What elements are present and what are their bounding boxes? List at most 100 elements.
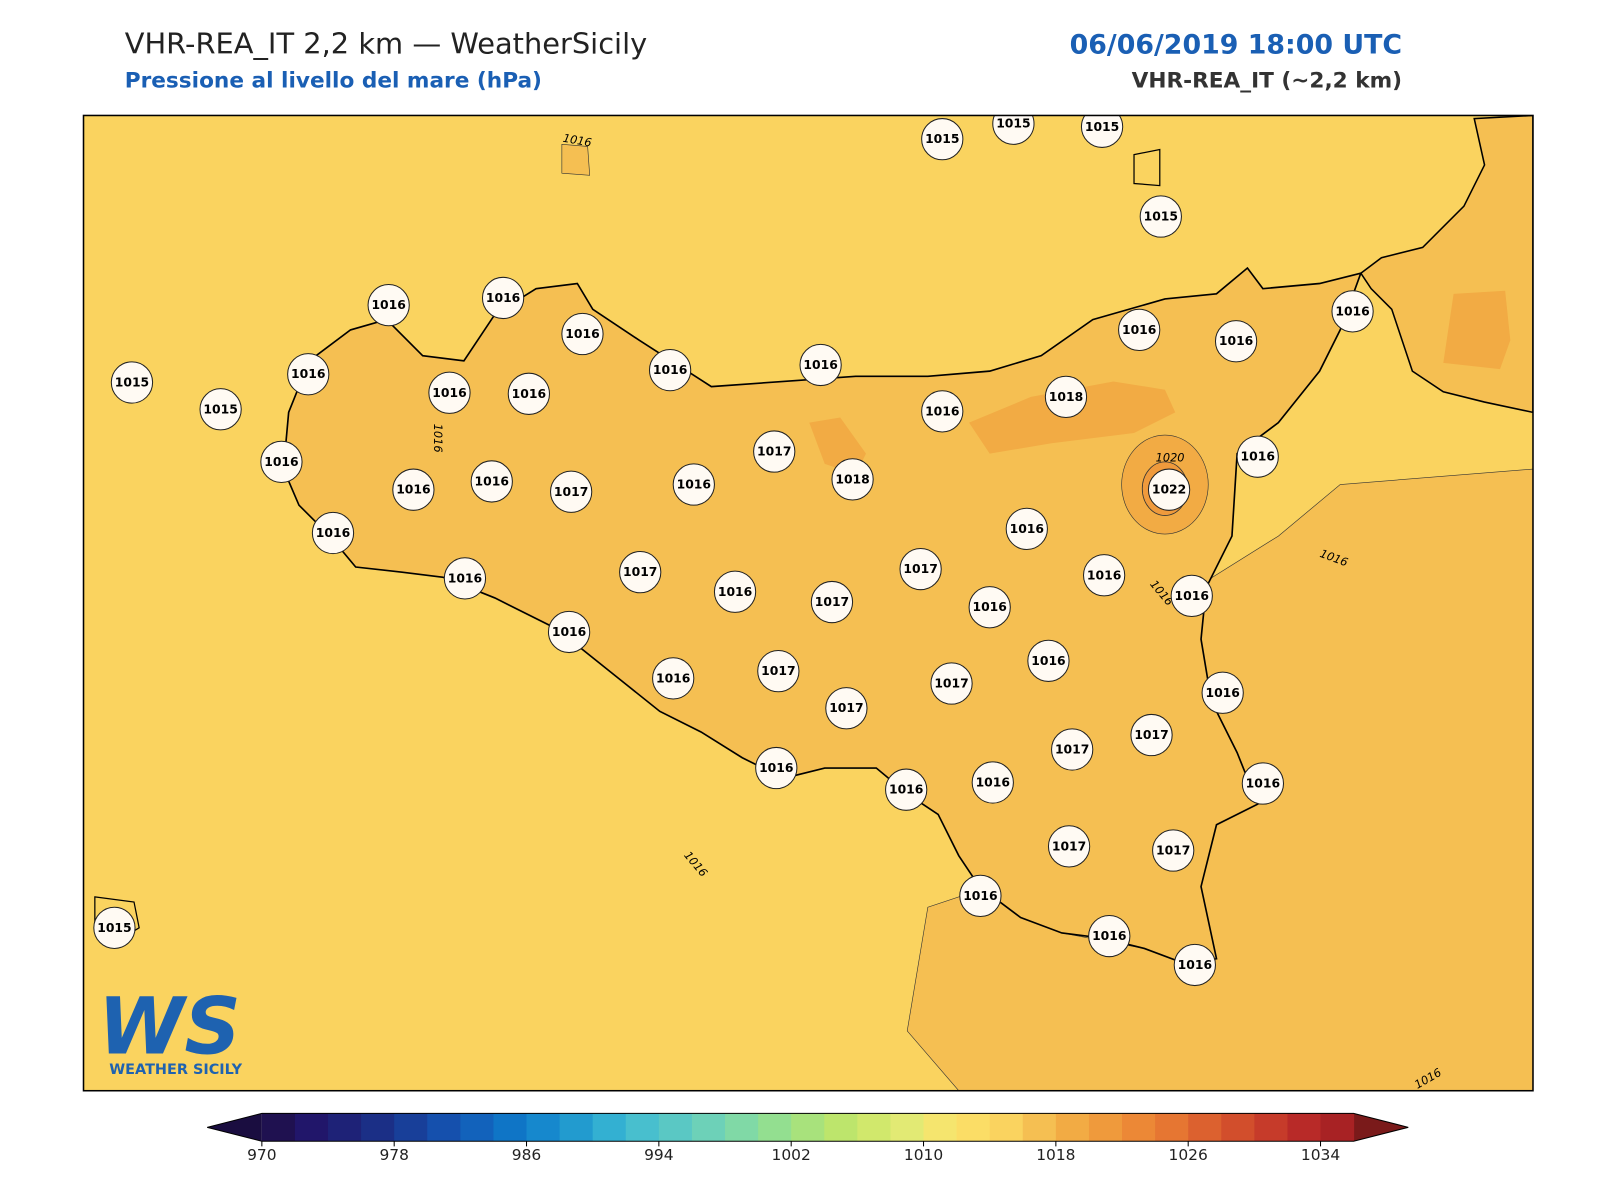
station-value: 1016 [759, 761, 793, 775]
station-marker [260, 440, 303, 483]
station-marker [971, 761, 1014, 804]
station-value: 1016 [976, 775, 1010, 789]
station-value: 1016 [925, 404, 959, 418]
contour-area [969, 381, 1176, 454]
station-value: 1018 [1049, 390, 1083, 404]
colorbar-bin [1122, 1113, 1156, 1142]
station-marker [825, 687, 868, 730]
colorbar-bin [328, 1113, 362, 1142]
colorbar-bin [1088, 1113, 1123, 1142]
station-value: 1016 [1031, 654, 1065, 668]
station-marker [1214, 320, 1258, 363]
colorbar-tick-label: 1002 [772, 1146, 811, 1164]
station-value: 1017 [1055, 742, 1089, 756]
contour-label: 1016 [431, 424, 445, 453]
station-value: 1017 [1156, 844, 1190, 858]
station-marker [831, 458, 874, 501]
colorbar-bin [394, 1113, 428, 1142]
station-marker [1130, 713, 1173, 757]
colorbar-bin [989, 1113, 1024, 1142]
station-value: 1015 [97, 921, 131, 935]
colorbar-bin [460, 1113, 494, 1142]
station-marker [1201, 671, 1244, 714]
station-marker [713, 570, 757, 613]
colorbar-bin [1320, 1113, 1355, 1142]
station-value: 1016 [803, 358, 837, 372]
title: VHR-REA_IT 2,2 km — WeatherSicily [125, 27, 647, 61]
station-marker [992, 115, 1035, 145]
station-value: 1017 [1134, 728, 1168, 742]
station-marker [367, 284, 410, 327]
station-value: 1016 [291, 367, 325, 381]
station-value: 1017 [934, 677, 968, 691]
station-marker [1082, 554, 1126, 597]
station-marker [470, 460, 513, 503]
station-marker [1005, 507, 1048, 550]
station-marker [1241, 762, 1285, 805]
station-value: 1016 [677, 478, 711, 492]
colorbar-tick-label: 986 [512, 1146, 542, 1164]
station-value: 1015 [996, 117, 1030, 131]
station-marker [619, 551, 662, 594]
station-value: 1016 [1241, 450, 1275, 464]
station-value: 1016 [1246, 777, 1280, 791]
logo-initials: WS [98, 982, 241, 1073]
station-value: 1016 [1087, 568, 1121, 582]
station-marker [810, 580, 854, 624]
colorbar-bin [1221, 1113, 1255, 1142]
colorbar-bin [1287, 1113, 1322, 1142]
station-marker [443, 557, 487, 600]
colorbar-tick-label: 994 [644, 1146, 674, 1164]
colorbar-bin [658, 1113, 693, 1142]
colorbar-bin [625, 1113, 660, 1142]
colorbar-bin [526, 1113, 561, 1142]
colorbar-bin [1022, 1113, 1057, 1142]
station-value: 1016 [1219, 334, 1253, 348]
colorbar-bin [1254, 1113, 1288, 1142]
station-value: 1022 [1152, 483, 1186, 497]
station-value: 1016 [475, 474, 509, 488]
station-marker [1170, 574, 1213, 618]
colorbar-tick-label: 970 [247, 1146, 277, 1164]
station-marker [1047, 825, 1091, 868]
colorbar-bin [493, 1113, 528, 1142]
station-marker [311, 511, 355, 555]
station-value: 1017 [761, 664, 795, 678]
colorbar-tick-label: 1018 [1036, 1146, 1075, 1164]
station-value: 1016 [316, 526, 350, 540]
station-value: 1016 [512, 387, 546, 401]
station-marker [930, 662, 973, 705]
station-value: 1016 [448, 571, 482, 585]
station-marker [1152, 829, 1195, 872]
colorbar-bin [956, 1113, 991, 1142]
station-marker [968, 586, 1011, 629]
colorbar-bin [1188, 1113, 1222, 1142]
colorbar-bin [725, 1113, 759, 1142]
station-marker [1118, 308, 1161, 352]
station-marker [1051, 728, 1094, 771]
station-marker [1331, 290, 1374, 333]
station-marker [547, 610, 591, 654]
station-marker [959, 874, 1002, 918]
station-marker [1139, 195, 1182, 238]
station-marker [648, 348, 692, 392]
station-value: 1016 [889, 783, 923, 797]
colorbar-bin [427, 1113, 461, 1142]
colorbar-bin [890, 1113, 925, 1142]
station-marker [921, 118, 964, 161]
contour-label: 1016 [562, 131, 593, 150]
station-value: 1016 [1335, 304, 1369, 318]
island [561, 143, 591, 176]
station-value: 1016 [653, 363, 687, 377]
colorbar-bin [261, 1113, 296, 1142]
station-value: 1016 [432, 386, 466, 400]
colorbar-tick-label: 1010 [904, 1146, 943, 1164]
colorbar-bin [758, 1113, 792, 1142]
station-marker [1080, 115, 1124, 148]
station-value: 1017 [757, 445, 791, 459]
colorbar-bin [559, 1113, 594, 1142]
subtitle: Pressione al livello del mare (hPa) [125, 69, 542, 94]
station-value: 1016 [396, 483, 430, 497]
